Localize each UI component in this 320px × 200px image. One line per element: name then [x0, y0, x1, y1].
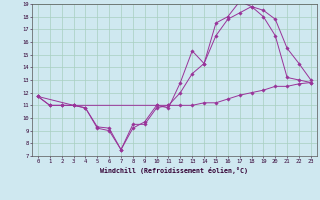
X-axis label: Windchill (Refroidissement éolien,°C): Windchill (Refroidissement éolien,°C): [100, 167, 248, 174]
